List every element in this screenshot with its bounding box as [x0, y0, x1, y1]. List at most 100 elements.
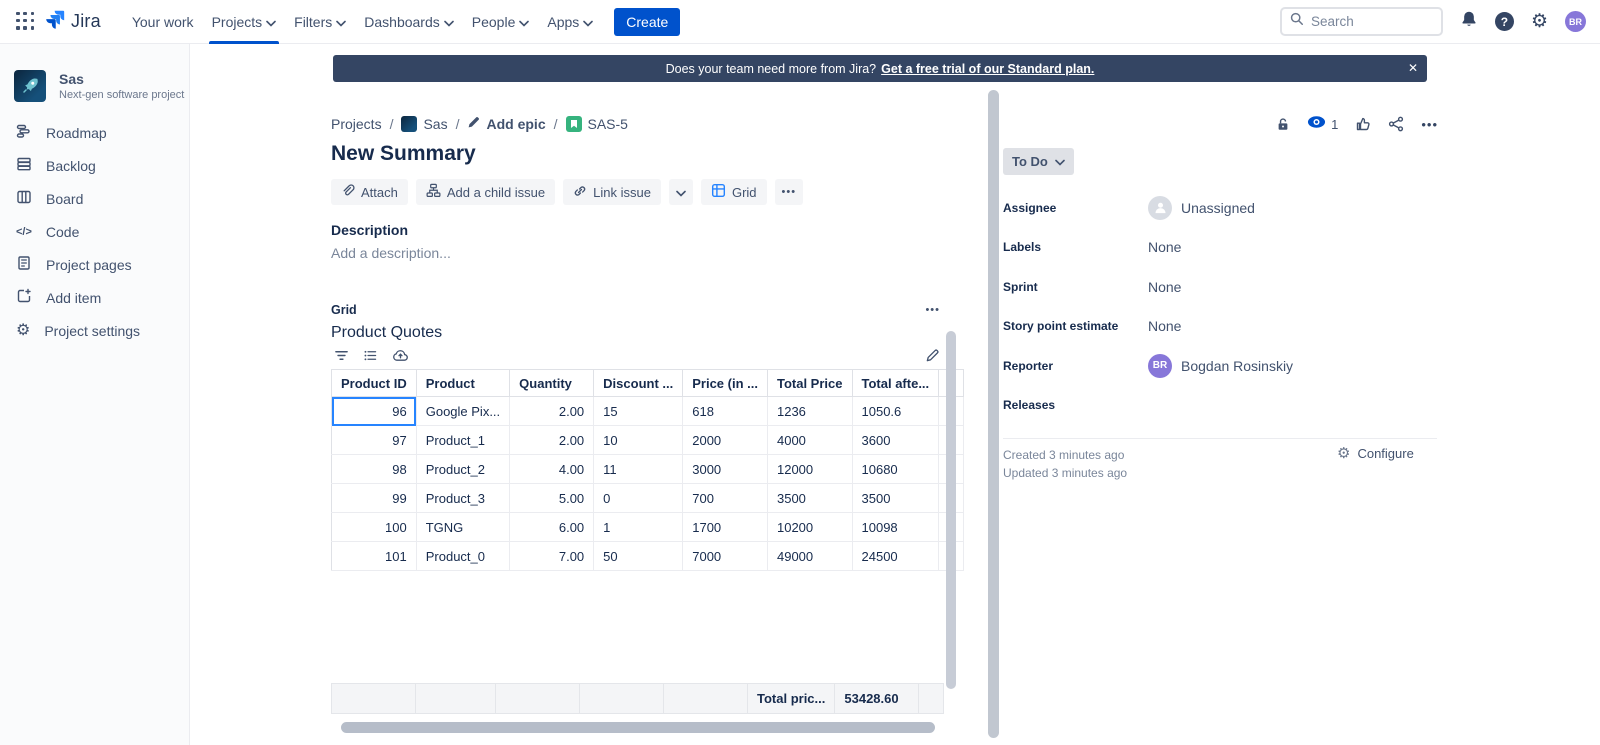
assignee-value[interactable]: Unassigned [1148, 195, 1255, 220]
grid-cell[interactable]: 3000 [682, 454, 768, 484]
vote-thumbs-up-icon[interactable] [1355, 116, 1371, 132]
grid-cell[interactable]: 99 [331, 483, 417, 513]
banner-trial-link[interactable]: Get a free trial of our Standard plan. [881, 61, 1095, 76]
column-header[interactable]: Quantity [509, 369, 595, 397]
nav-people[interactable]: People [463, 0, 539, 44]
sprint-value[interactable]: None [1148, 278, 1182, 295]
grid-horizontal-scrollbar[interactable] [341, 722, 935, 733]
column-header[interactable]: Total afte... [852, 369, 940, 397]
grid-cell[interactable]: 2.00 [509, 425, 595, 455]
grid-cell[interactable]: 12000 [767, 454, 853, 484]
breadcrumb-issue-key[interactable]: SAS-5 [565, 116, 628, 132]
grid-cell[interactable]: 7000 [682, 541, 768, 571]
notifications-bell-icon[interactable] [1460, 10, 1478, 33]
grid-cell[interactable]: 50 [593, 541, 684, 571]
grid-cell[interactable]: 10200 [767, 512, 853, 542]
share-icon[interactable] [1388, 116, 1404, 132]
link-issue-dropdown-button[interactable] [668, 179, 693, 205]
grid-cell[interactable]: 10680 [852, 454, 940, 484]
nav-filters[interactable]: Filters [285, 0, 355, 44]
nav-dashboards[interactable]: Dashboards [355, 0, 463, 44]
grid-more-icon[interactable]: ••• [925, 304, 940, 316]
breadcrumb-project[interactable]: Sas [401, 116, 448, 132]
grid-cell[interactable]: 700 [682, 483, 768, 513]
sidebar-item-board[interactable]: Board [0, 182, 189, 215]
grid-cell[interactable]: 98 [331, 454, 417, 484]
grid-cell[interactable]: 2000 [682, 425, 768, 455]
restrict-lock-icon[interactable] [1276, 117, 1290, 132]
configure-button[interactable]: ⚙ Configure [1337, 445, 1414, 462]
sidebar-item-project-settings[interactable]: ⚙ Project settings [16, 321, 141, 339]
grid-cell[interactable]: Product_1 [416, 425, 511, 455]
search-input[interactable] [1310, 14, 1421, 29]
grid-cell[interactable]: 10098 [852, 512, 940, 542]
grid-cell[interactable]: 3500 [852, 483, 940, 513]
labels-value[interactable]: None [1148, 239, 1182, 256]
nav-projects[interactable]: Projects [203, 0, 286, 44]
grid-cell[interactable]: 3500 [767, 483, 853, 513]
jira-logo[interactable]: Jira [44, 8, 101, 35]
grid-cell[interactable]: 96 [331, 396, 417, 426]
reporter-value[interactable]: BR Bogdan Rosinskiy [1148, 353, 1293, 378]
grid-app-button[interactable]: Grid [700, 179, 767, 205]
settings-gear-icon[interactable]: ⚙ [1530, 11, 1548, 32]
column-header[interactable]: Product ID [331, 369, 417, 397]
grid-cell[interactable]: 49000 [767, 541, 853, 571]
story-point-estimate-value[interactable]: None [1148, 318, 1182, 335]
sidebar-item-add-item[interactable]: Add item [0, 281, 189, 314]
status-dropdown[interactable]: To Do [1003, 148, 1074, 175]
filter-icon[interactable] [334, 348, 349, 363]
toolbar-more-button[interactable]: ••• [774, 179, 804, 205]
column-header[interactable]: Product [416, 369, 511, 397]
grid-cell[interactable]: Product_0 [416, 541, 511, 571]
issue-title[interactable]: New Summary [331, 142, 476, 165]
grid-cell[interactable]: 10 [593, 425, 684, 455]
description-placeholder[interactable]: Add a description... [331, 245, 451, 261]
main-vertical-scrollbar[interactable] [988, 90, 999, 738]
grid-cell[interactable]: 4000 [767, 425, 853, 455]
grid-cell[interactable]: 7.00 [509, 541, 595, 571]
grid-cell[interactable]: 100 [331, 512, 417, 542]
grid-cell[interactable]: 2.00 [509, 396, 595, 426]
grid-cell[interactable]: 1700 [682, 512, 768, 542]
grid-cell[interactable]: 97 [331, 425, 417, 455]
grid-cell[interactable]: 3600 [852, 425, 940, 455]
grid-cell[interactable]: 24500 [852, 541, 940, 571]
breadcrumb-projects[interactable]: Projects [331, 116, 382, 132]
grid-cell[interactable]: TGNG [416, 512, 511, 542]
grid-cell[interactable]: 15 [593, 396, 684, 426]
breadcrumb-add-epic[interactable]: Add epic [467, 116, 546, 132]
link-issue-button[interactable]: Link issue [563, 179, 661, 205]
watchers-button[interactable]: 1 [1307, 115, 1338, 134]
grid-cell[interactable]: 101 [331, 541, 417, 571]
attach-button[interactable]: Attach [331, 179, 408, 205]
edit-grid-pencil-icon[interactable] [925, 348, 940, 363]
nav-apps[interactable]: Apps [538, 0, 602, 44]
project-header[interactable]: Sas Next-gen software project [0, 44, 189, 116]
grid-cell[interactable]: 1050.6 [852, 396, 940, 426]
grid-cell[interactable]: 5.00 [509, 483, 595, 513]
sidebar-item-roadmap[interactable]: Roadmap [0, 116, 189, 149]
list-view-icon[interactable] [363, 348, 378, 363]
grid-cell[interactable]: Google Pix... [416, 396, 511, 426]
banner-close-icon[interactable]: ✕ [1407, 61, 1418, 75]
app-switcher-icon[interactable] [16, 11, 36, 32]
column-header[interactable]: Price (in ... [682, 369, 768, 397]
user-avatar[interactable]: BR [1565, 11, 1586, 32]
grid-cell[interactable]: 0 [593, 483, 684, 513]
grid-cell[interactable]: 11 [593, 454, 684, 484]
column-header[interactable]: Total Price [767, 369, 853, 397]
sidebar-item-code[interactable]: </> Code [16, 223, 80, 240]
global-search[interactable] [1279, 7, 1443, 36]
grid-vertical-scrollbar[interactable] [946, 331, 956, 689]
grid-cell[interactable]: 6.00 [509, 512, 595, 542]
cloud-sync-icon[interactable] [392, 348, 409, 363]
sidebar-item-project-pages[interactable]: Project pages [0, 248, 189, 281]
grid-cell[interactable]: 1 [593, 512, 684, 542]
create-button[interactable]: Create [614, 7, 681, 36]
nav-your-work[interactable]: Your work [131, 13, 194, 30]
grid-cell[interactable]: Product_3 [416, 483, 511, 513]
grid-cell[interactable]: 1236 [767, 396, 853, 426]
add-child-issue-button[interactable]: Add a child issue [415, 179, 556, 205]
help-icon[interactable]: ? [1494, 12, 1514, 31]
